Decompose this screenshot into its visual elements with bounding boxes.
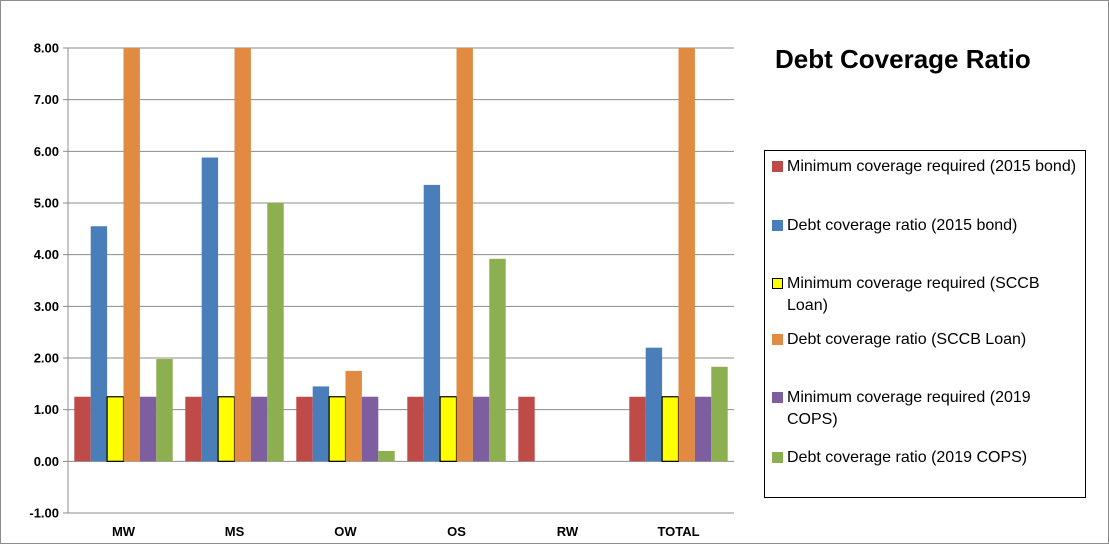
bar [123,48,140,462]
bars [74,48,728,462]
bar [139,396,157,462]
bar [217,396,236,462]
legend-entry: Debt coverage ratio (2015 bond) [772,215,1082,237]
bar [407,396,424,462]
bar [489,258,506,462]
bar [106,396,125,462]
axes [63,47,734,514]
legend-swatch [772,161,783,172]
y-tick-label: 7.00 [34,92,59,107]
bar [156,359,173,462]
legend-label: Minimum coverage required (2015 bond) [787,158,1077,175]
legend-label: Minimum coverage required (SCCB Loan) [787,275,1040,314]
y-tick-label: 6.00 [34,144,59,159]
legend-label: Debt coverage ratio (2019 COPS) [787,449,1028,466]
bar [694,396,712,462]
bar [90,226,108,462]
bar [296,396,313,462]
bar [518,396,535,462]
x-tick-label: MS [225,524,245,539]
legend-entry: Debt coverage ratio (2019 COPS) [772,447,1082,469]
legend-entry: Minimum coverage required (2015 bond) [772,156,1082,178]
bar [645,347,663,462]
bar [661,396,680,462]
bar [472,396,490,462]
y-tick-label: 1.00 [34,402,59,417]
bar [328,396,347,462]
x-tick-label: OW [334,524,357,539]
bar [629,396,646,462]
legend-entry: Minimum coverage required (SCCB Loan) [772,273,1082,317]
y-tick-label: 8.00 [34,41,59,56]
legend-swatch [772,392,783,403]
legend-swatch [772,278,783,289]
y-tick-label: 3.00 [34,299,59,314]
y-tick-label: 5.00 [34,196,59,211]
tick-labels: -1.00 0.00 1.00 2.00 3.00 4.00 5.00 6.00 7.00 8.0… [29,41,699,540]
x-tick-label: TOTAL [657,524,699,539]
bar [423,184,441,462]
bar [312,386,330,462]
bar [250,396,268,462]
legend: Minimum coverage required (2015 bond) De… [764,150,1086,498]
y-tick-label: 2.00 [34,351,59,366]
y-tick-label: -1.00 [29,506,59,521]
bar [711,366,728,462]
bar [456,48,473,462]
bar [439,396,458,462]
chart-title: Debt Coverage Ratio [775,44,1031,74]
bar [201,157,219,462]
legend-label: Minimum coverage required (2019 COPS) [787,389,1031,428]
legend-entry: Minimum coverage required (2019 COPS) [772,387,1082,431]
legend-swatch [772,452,783,463]
x-tick-label: MW [112,524,136,539]
x-tick-label: RW [557,524,579,539]
legend-swatch [772,334,783,345]
y-tick-label: 4.00 [34,247,59,262]
y-tick-label: 0.00 [34,454,59,469]
bar [345,370,362,462]
legend-swatch [772,220,783,231]
x-tick-label: OS [447,524,466,539]
bar [267,203,284,462]
legend-label: Debt coverage ratio (SCCB Loan) [787,331,1027,348]
bar [361,396,379,462]
legend-entry: Debt coverage ratio (SCCB Loan) [772,329,1082,351]
bar [234,48,251,462]
bar [378,451,395,462]
bar [185,396,202,462]
legend-label: Debt coverage ratio (2015 bond) [787,217,1018,234]
bar [678,48,695,462]
bar [74,396,91,462]
